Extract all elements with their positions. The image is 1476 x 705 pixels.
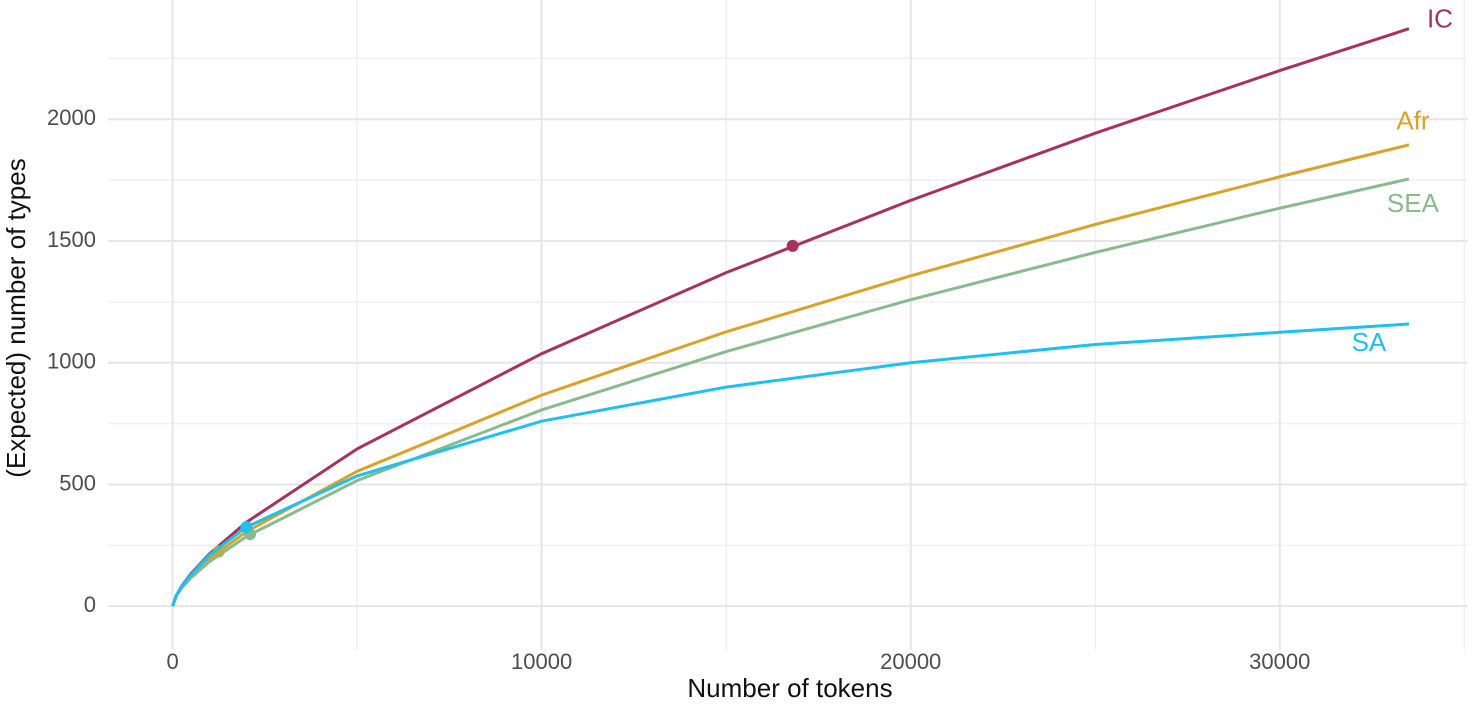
series-label: Afr bbox=[1396, 106, 1430, 136]
x-axis-label: Number of tokens bbox=[687, 673, 892, 703]
y-tick-label: 0 bbox=[84, 592, 96, 617]
series-line bbox=[171, 322, 1410, 607]
sample-marker bbox=[786, 239, 799, 252]
y-axis-label: (Expected) number of types bbox=[1, 158, 31, 477]
x-tick-label: 0 bbox=[166, 649, 178, 674]
x-tick-label: 20000 bbox=[880, 649, 941, 674]
series-line bbox=[171, 143, 1410, 607]
x-tick-label: 30000 bbox=[1249, 649, 1310, 674]
y-tick-label: 2000 bbox=[47, 105, 96, 130]
x-tick-label: 10000 bbox=[511, 649, 572, 674]
series-line bbox=[171, 27, 1410, 607]
y-tick-label: 1500 bbox=[47, 227, 96, 252]
sample-marker bbox=[240, 521, 253, 534]
series-label: IC bbox=[1427, 4, 1453, 34]
y-tick-label: 500 bbox=[59, 470, 96, 495]
y-tick-label: 1000 bbox=[47, 349, 96, 374]
series-label: SA bbox=[1352, 327, 1387, 357]
series-label: SEA bbox=[1387, 188, 1440, 218]
